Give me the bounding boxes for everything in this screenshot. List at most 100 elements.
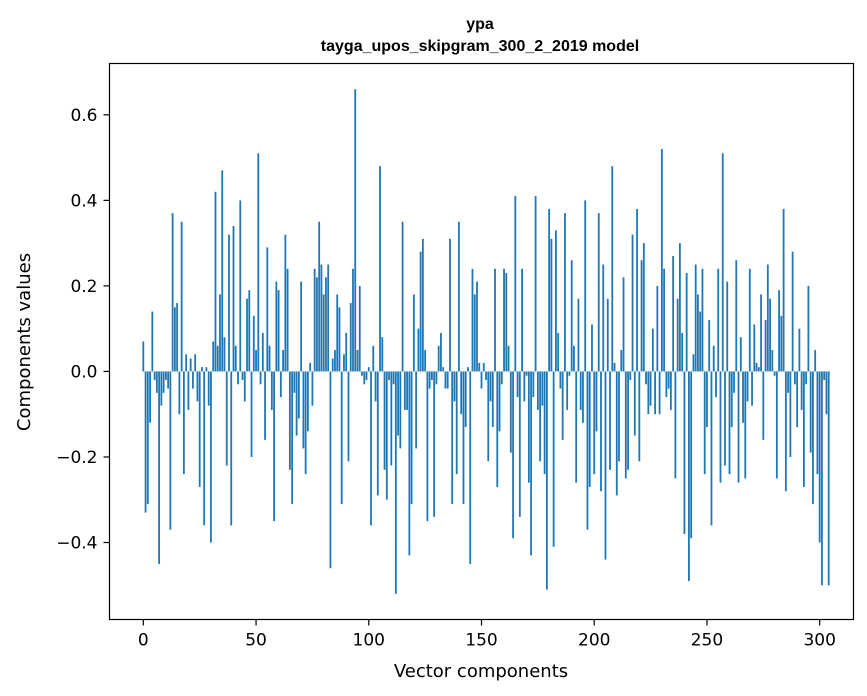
- bar: [708, 320, 711, 372]
- bar: [690, 371, 693, 539]
- bar: [554, 230, 557, 372]
- bar: [374, 371, 377, 402]
- bar: [672, 255, 675, 372]
- bar: [415, 371, 418, 449]
- bar: [151, 311, 154, 372]
- bar: [243, 371, 246, 402]
- bar: [494, 268, 496, 372]
- bar: [246, 298, 248, 372]
- bar: [437, 345, 440, 372]
- bar: [564, 213, 566, 372]
- bar: [681, 332, 684, 372]
- bar: [144, 371, 147, 513]
- x-tick-label: 250: [691, 631, 723, 651]
- bar: [789, 371, 792, 457]
- bar: [471, 268, 474, 372]
- bar: [476, 281, 478, 372]
- bar: [453, 371, 456, 402]
- bar: [155, 371, 158, 393]
- bar: [527, 371, 530, 483]
- bar: [694, 264, 697, 372]
- bar: [232, 226, 235, 372]
- bar: [446, 371, 449, 389]
- bar: [812, 371, 814, 505]
- bar: [807, 285, 810, 372]
- bar: [343, 354, 345, 372]
- bar: [521, 268, 523, 372]
- bar: [363, 371, 366, 385]
- bar: [176, 303, 179, 372]
- bar: [683, 371, 686, 534]
- bar: [252, 315, 255, 372]
- bar: [805, 371, 808, 385]
- bar: [753, 324, 756, 372]
- bar: [196, 371, 199, 402]
- bar: [631, 234, 634, 372]
- bar: [449, 238, 451, 372]
- bar: [237, 371, 239, 385]
- bar: [685, 273, 688, 372]
- bar: [823, 371, 826, 380]
- bar: [394, 371, 397, 594]
- bar: [345, 332, 348, 372]
- bar: [268, 345, 271, 372]
- bar: [710, 371, 713, 526]
- bar: [467, 367, 469, 372]
- bar: [588, 371, 591, 487]
- bar: [164, 371, 167, 380]
- bar: [219, 294, 221, 372]
- bar: [187, 371, 190, 410]
- bar: [142, 341, 145, 372]
- bar: [766, 264, 769, 372]
- bar: [654, 371, 657, 415]
- bar: [780, 315, 783, 372]
- bar: [397, 371, 399, 436]
- bar: [329, 371, 332, 569]
- bar: [557, 332, 560, 372]
- bar: [331, 358, 334, 372]
- bar: [809, 371, 812, 453]
- bar: [620, 350, 623, 372]
- bar: [223, 337, 226, 372]
- bar: [347, 371, 350, 462]
- bar: [440, 332, 442, 372]
- bar: [153, 371, 156, 380]
- bar: [201, 367, 203, 372]
- y-tick-label: −0.4: [56, 534, 97, 554]
- bar: [584, 200, 587, 372]
- bar: [818, 371, 821, 543]
- bar: [566, 371, 569, 410]
- bar: [733, 371, 735, 393]
- bar: [552, 371, 555, 547]
- bar: [489, 371, 492, 402]
- bar: [712, 345, 715, 372]
- bar: [189, 358, 192, 372]
- bar: [349, 303, 352, 372]
- bar: [266, 247, 269, 372]
- bar: [192, 371, 194, 389]
- bar: [279, 371, 282, 398]
- bar: [773, 371, 776, 376]
- bar: [748, 268, 751, 372]
- bar: [302, 371, 305, 449]
- bar: [361, 371, 363, 376]
- bar: [282, 350, 285, 372]
- bar: [171, 213, 174, 372]
- bar: [318, 221, 321, 372]
- bar: [482, 362, 485, 372]
- bar: [408, 371, 411, 556]
- bar: [715, 371, 717, 398]
- bar: [737, 371, 740, 483]
- y-tick-label: 0.0: [70, 362, 97, 382]
- chart-subtitle: tayga_upos_skipgram_300_2_2019 model: [321, 38, 639, 55]
- bar: [228, 234, 230, 372]
- bar: [358, 285, 361, 372]
- x-tick-label: 300: [803, 631, 835, 651]
- bar: [701, 268, 704, 372]
- bar: [403, 371, 406, 410]
- bar: [379, 166, 381, 372]
- bar: [248, 290, 251, 372]
- bar: [149, 371, 151, 423]
- bar: [642, 243, 645, 372]
